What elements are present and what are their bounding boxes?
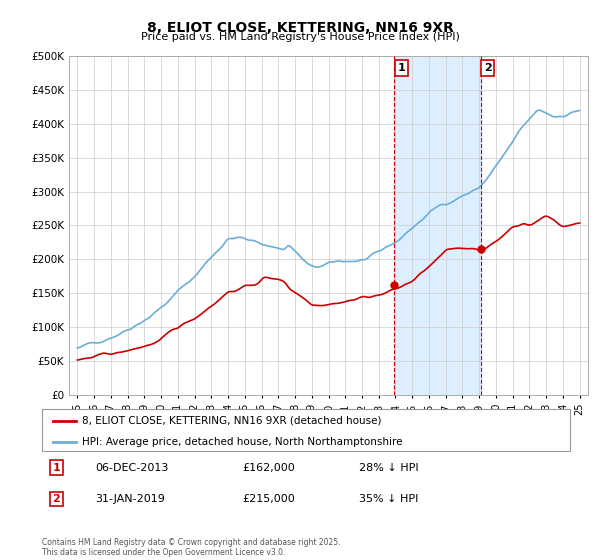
Text: £215,000: £215,000 — [242, 494, 295, 504]
Text: 06-DEC-2013: 06-DEC-2013 — [95, 463, 168, 473]
Text: £162,000: £162,000 — [242, 463, 295, 473]
Text: HPI: Average price, detached house, North Northamptonshire: HPI: Average price, detached house, Nort… — [82, 437, 402, 446]
Text: Contains HM Land Registry data © Crown copyright and database right 2025.
This d: Contains HM Land Registry data © Crown c… — [42, 538, 341, 557]
Bar — [394, 56, 481, 395]
Text: 8, ELIOT CLOSE, KETTERING, NN16 9XR: 8, ELIOT CLOSE, KETTERING, NN16 9XR — [146, 21, 454, 35]
Text: Price paid vs. HM Land Registry's House Price Index (HPI): Price paid vs. HM Land Registry's House … — [140, 32, 460, 43]
FancyBboxPatch shape — [42, 409, 570, 451]
Text: 1: 1 — [397, 63, 405, 73]
Text: 35% ↓ HPI: 35% ↓ HPI — [359, 494, 418, 504]
Text: 2: 2 — [484, 63, 491, 73]
Text: 28% ↓ HPI: 28% ↓ HPI — [359, 463, 418, 473]
Text: 8, ELIOT CLOSE, KETTERING, NN16 9XR (detached house): 8, ELIOT CLOSE, KETTERING, NN16 9XR (det… — [82, 416, 381, 426]
Text: 31-JAN-2019: 31-JAN-2019 — [95, 494, 164, 504]
Text: 2: 2 — [53, 494, 61, 504]
Text: 1: 1 — [53, 463, 61, 473]
